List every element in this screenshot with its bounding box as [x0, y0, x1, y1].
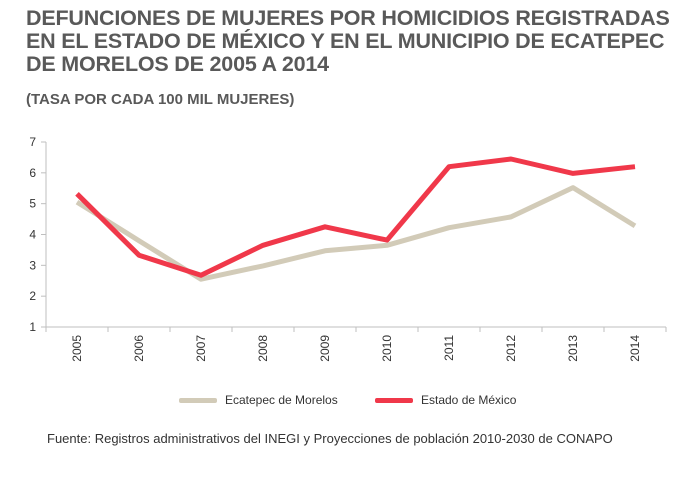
legend-swatch-ecatepec — [179, 397, 217, 403]
x-tick-label: 2008 — [256, 335, 270, 362]
y-tick-label: 4 — [29, 228, 36, 242]
series-line-ecatepec — [75, 185, 637, 282]
x-tick-label: 2013 — [566, 335, 580, 362]
x-tick-label: 2014 — [628, 335, 642, 362]
source-note: Fuente: Registros administrativos del IN… — [47, 431, 613, 446]
series-line-estado — [75, 156, 636, 278]
x-tick-label: 2006 — [132, 335, 146, 362]
y-tick-label: 6 — [29, 166, 36, 180]
x-tick-label: 2012 — [504, 335, 518, 362]
legend-item-estado: Estado de México — [375, 393, 516, 407]
y-tick-label: 7 — [29, 135, 36, 149]
x-tick-label: 2010 — [380, 335, 394, 362]
x-tick-label: 2005 — [70, 335, 84, 362]
x-tick-label: 2009 — [318, 335, 332, 362]
legend-label-ecatepec: Ecatepec de Morelos — [225, 393, 338, 407]
y-tick-label: 2 — [29, 289, 36, 303]
y-tick-label: 3 — [29, 258, 36, 272]
legend-item-ecatepec: Ecatepec de Morelos — [179, 393, 338, 407]
y-tick-label: 1 — [29, 320, 36, 334]
chart-subtitle: (TASA POR CADA 100 MIL MUJERES) — [26, 91, 295, 108]
x-tick-label: 2011 — [442, 335, 456, 361]
x-tick-label: 2007 — [194, 335, 208, 362]
y-tick-label: 5 — [29, 197, 36, 211]
legend-swatch-estado — [375, 397, 413, 403]
legend-label-estado: Estado de México — [421, 393, 517, 407]
chart-title: DEFUNCIONES DE MUJERES POR HOMICIDIOS RE… — [26, 6, 670, 76]
